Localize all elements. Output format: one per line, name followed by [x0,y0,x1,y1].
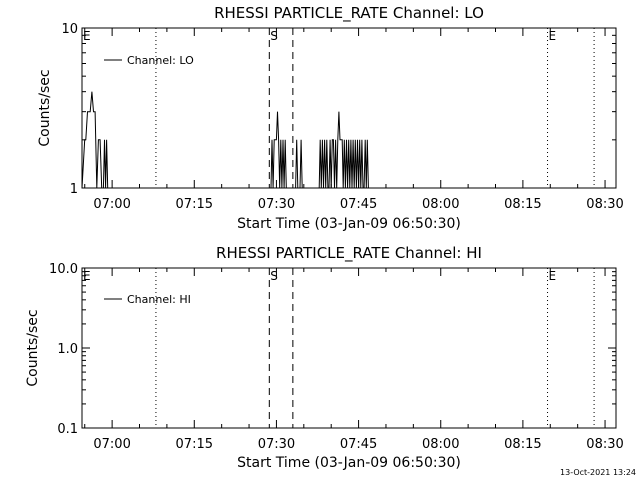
y-tick-label: 10 [61,22,78,37]
marker-label: E [83,269,91,283]
x-tick-label: 07:15 [176,197,213,212]
legend: Channel: HI [104,293,191,306]
y-axis-label: Counts/sec [37,69,53,146]
y-tick-label: 0.1 [57,422,78,437]
x-axis-label: Start Time (03-Jan-09 06:50:30) [237,216,461,232]
marker-label: S [270,29,278,43]
x-axis-label: Start Time (03-Jan-09 06:50:30) [237,455,461,471]
data-series [81,91,372,189]
x-tick-label: 08:15 [504,437,541,452]
marker-label: E [83,29,91,43]
x-tick-label: 07:15 [176,437,213,452]
series-line [81,91,372,189]
x-tick-label: 07:30 [258,197,295,212]
legend-label: Channel: HI [127,293,191,306]
chart-title: RHESSI PARTICLE_RATE Channel: HI [216,244,482,263]
x-tick-label: 08:00 [422,437,459,452]
legend-label: Channel: LO [127,54,194,67]
plot-frame [81,267,617,429]
marker-label: S [270,269,278,283]
x-tick-label: 08:15 [504,197,541,212]
axis-ticks: 07:00 07:15 07:30 07:45 08:00 08:15 08:30 1 10 [61,22,623,212]
hi-channel-panel: RHESSI PARTICLE_RATE Channel: HI Start T… [25,244,624,471]
axis-ticks: 07:00 07:15 07:30 07:45 08:00 08:15 08:30 0.1 1.… [49,262,624,452]
y-tick-label: 1.0 [57,342,78,357]
marker-label: E [549,269,557,283]
marker-label: E [549,29,557,43]
chart-title: RHESSI PARTICLE_RATE Channel: LO [214,4,484,23]
legend: Channel: LO [104,54,194,67]
y-tick-label: 1 [70,182,78,197]
lo-channel-panel: RHESSI PARTICLE_RATE Channel: LO Start T… [37,4,624,232]
x-tick-label: 07:45 [340,197,377,212]
y-tick-label: 10.0 [49,262,78,277]
x-tick-label: 08:30 [586,197,623,212]
x-tick-label: 08:00 [422,197,459,212]
y-axis-label: Counts/sec [25,309,41,386]
x-tick-label: 07:00 [93,437,130,452]
generation-timestamp: 13-Oct-2021 13:24 [560,468,636,477]
x-tick-label: 08:30 [586,437,623,452]
plot-frame [81,27,617,189]
x-tick-label: 07:00 [93,197,130,212]
x-tick-label: 07:30 [258,437,295,452]
x-tick-label: 07:45 [340,437,377,452]
